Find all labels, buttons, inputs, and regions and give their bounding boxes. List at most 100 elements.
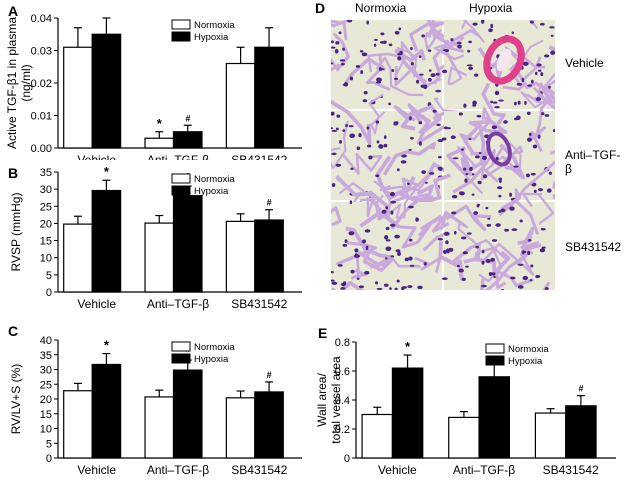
nucleus (428, 77, 432, 82)
nucleus (394, 234, 400, 239)
nucleus (342, 243, 348, 247)
legend-label: Hypoxia (508, 356, 543, 367)
nucleus (331, 152, 337, 156)
nucleus (466, 64, 473, 67)
nucleus (356, 277, 360, 280)
tissue-septum (447, 62, 468, 86)
nucleus (492, 101, 498, 104)
nucleus (360, 70, 364, 75)
micrograph-tile (431, 0, 575, 114)
significance-mark: # (267, 198, 272, 208)
vessel-wall (483, 35, 525, 85)
panel-letter: A (8, 3, 18, 19)
tissue-septum (359, 200, 401, 229)
nucleus (410, 136, 414, 140)
significance-mark: # (185, 113, 190, 123)
tissue-septum (382, 142, 437, 176)
y-tick-label: 0.03 (31, 46, 52, 58)
nucleus (355, 65, 361, 68)
nucleus (344, 239, 348, 243)
nucleus (477, 180, 482, 185)
x-tick-label: Anti–TGF-β (147, 463, 209, 477)
nucleus (473, 211, 479, 215)
nucleus (430, 73, 436, 78)
tissue-septum (520, 89, 553, 109)
nucleus (550, 34, 554, 37)
nucleus (462, 251, 468, 255)
nucleus (334, 49, 339, 54)
nucleus (468, 66, 474, 71)
nucleus (519, 219, 523, 223)
x-tick-label: SB431542 (231, 297, 287, 311)
nucleus (490, 100, 494, 104)
nucleus (394, 77, 399, 80)
nucleus (493, 275, 496, 278)
tissue-septum (365, 53, 391, 92)
nucleus (398, 27, 402, 31)
nucleus (522, 275, 529, 281)
nucleus (491, 125, 498, 130)
tissue-septum (463, 250, 511, 275)
nucleus (526, 111, 531, 115)
nucleus (410, 46, 413, 51)
nucleus (375, 174, 380, 178)
y-tick-label: 0 (46, 287, 52, 299)
nucleus (378, 66, 382, 71)
y-tick-label: 30 (40, 365, 52, 377)
x-tick-label: SB431542 (543, 463, 599, 477)
tissue-septum (485, 142, 522, 174)
legend-swatch (485, 343, 505, 354)
nucleus (358, 285, 364, 289)
legend-label: Normoxia (194, 342, 235, 353)
tissue-septum (400, 104, 442, 135)
nucleus (427, 49, 432, 52)
bar (361, 413, 393, 459)
nucleus (402, 154, 407, 158)
nucleus (373, 43, 377, 47)
nucleus (488, 272, 493, 276)
significance-mark: * (104, 164, 110, 179)
tissue-septum (368, 93, 386, 135)
nucleus (490, 257, 495, 262)
y-tick-label: 30 (40, 184, 52, 196)
tissue-septum (522, 192, 555, 225)
bar (478, 376, 510, 459)
nucleus (546, 188, 552, 193)
nucleus (388, 43, 393, 47)
nucleus (390, 200, 397, 204)
nucleus (550, 50, 556, 55)
nucleus (460, 236, 467, 240)
nucleus (481, 284, 487, 288)
nucleus (349, 76, 354, 81)
nucleus (395, 249, 401, 253)
tissue-septum (390, 189, 416, 219)
significance-mark: # (578, 384, 583, 394)
nucleus (540, 227, 546, 231)
nucleus (522, 61, 529, 66)
nucleus (549, 26, 555, 29)
column-title-hypoxia: Hypoxia (469, 1, 513, 15)
nucleus (346, 17, 353, 23)
nucleus (366, 126, 370, 130)
nucleus (354, 248, 359, 253)
nucleus (448, 247, 454, 252)
nucleus (359, 50, 364, 53)
vessel-lumen (496, 48, 512, 72)
nucleus (375, 120, 380, 124)
tissue-septum (474, 246, 503, 283)
nucleus (384, 235, 389, 240)
nucleus (354, 253, 358, 257)
y-tick-label: 10 (40, 253, 52, 265)
tile-background (331, 20, 442, 109)
tissue-septum (459, 107, 492, 153)
tissue-septum (500, 188, 540, 235)
tissue-septum (414, 254, 443, 273)
nucleus (374, 38, 378, 41)
nucleus (348, 231, 355, 236)
nucleus (504, 228, 509, 232)
legend-label: Hypoxia (194, 32, 229, 43)
y-tick-label: 0.2 (335, 424, 350, 436)
nucleus (471, 193, 475, 196)
nucleus (443, 126, 449, 130)
